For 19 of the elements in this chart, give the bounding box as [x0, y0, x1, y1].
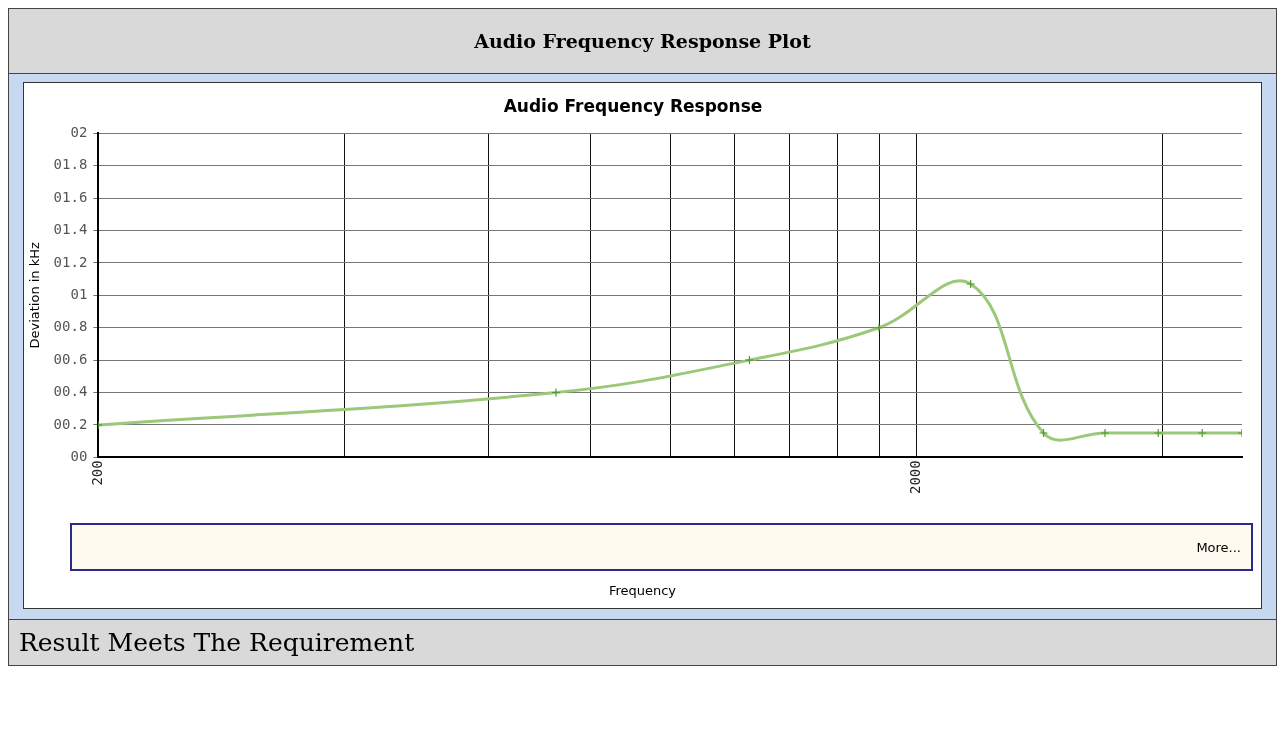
x-tick-label: 200 [88, 460, 105, 486]
y-tick-label: 01.2 [53, 253, 88, 270]
x-tick-label: 2000 [907, 460, 924, 494]
y-tick-label: 01.4 [53, 221, 88, 238]
text: Frequency [607, 583, 678, 598]
y-tick-label: 02 [70, 124, 88, 141]
y-tick-label: 00.8 [53, 318, 88, 335]
y-tick-label: 01 [70, 285, 88, 302]
y-axis-title: Deviation in kHz [27, 241, 43, 349]
text: More... [70, 523, 1253, 571]
y-tick-label: 00.4 [53, 383, 88, 400]
y-tick-label: 01.6 [53, 188, 88, 205]
y-tick-label: 00.2 [53, 415, 88, 432]
text: Result Meets The Requirement [9, 620, 1276, 665]
chart-subtitle: Audio Frequency Response [503, 95, 763, 116]
y-tick-label: 01.8 [53, 156, 88, 173]
y-tick-label: 00 [70, 447, 88, 464]
y-tick-label: 00.6 [53, 350, 88, 367]
chart-title: Audio Frequency Response Plot [9, 9, 1276, 74]
